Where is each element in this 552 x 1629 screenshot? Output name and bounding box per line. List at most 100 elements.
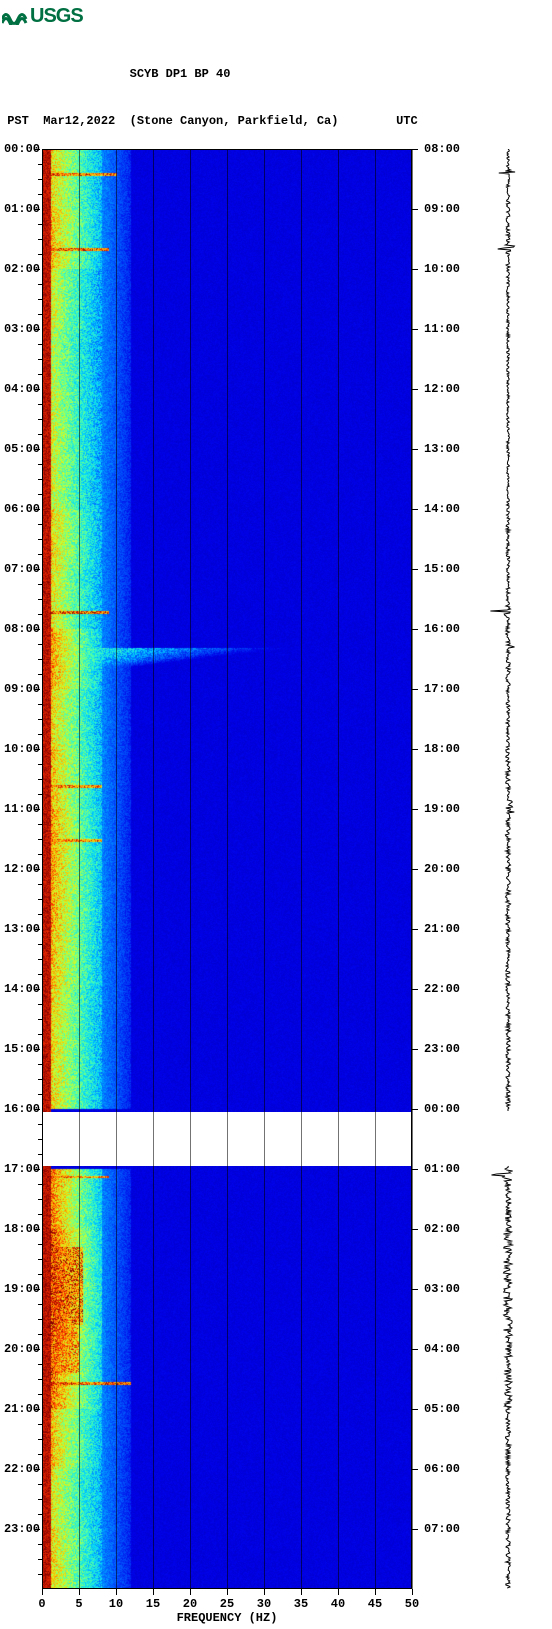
y-tick-minor bbox=[38, 494, 42, 495]
y-tick-minor bbox=[38, 704, 42, 705]
usgs-logo-text: USGS bbox=[30, 5, 83, 28]
y-tick-minor bbox=[38, 944, 42, 945]
y-tick-minor bbox=[38, 674, 42, 675]
utc-hour-label: 04:00 bbox=[424, 1342, 460, 1356]
x-tick bbox=[375, 1589, 376, 1595]
seismogram bbox=[470, 149, 546, 1589]
y-tick-minor bbox=[38, 1574, 42, 1575]
y-tick-major bbox=[34, 1409, 40, 1410]
y-tick-major bbox=[412, 1289, 418, 1290]
y-tick-minor bbox=[38, 1379, 42, 1380]
x-tick-label: 35 bbox=[294, 1597, 308, 1611]
y-tick-minor bbox=[38, 854, 42, 855]
utc-hour-label: 07:00 bbox=[424, 1522, 460, 1536]
y-tick-major bbox=[412, 1529, 418, 1530]
y-tick-minor bbox=[38, 539, 42, 540]
x-tick bbox=[116, 1589, 117, 1595]
x-tick-label: 25 bbox=[220, 1597, 234, 1611]
y-tick-minor bbox=[38, 179, 42, 180]
y-tick-major bbox=[412, 1469, 418, 1470]
y-tick-minor bbox=[38, 1124, 42, 1125]
y-tick-minor bbox=[38, 779, 42, 780]
y-tick-major bbox=[412, 689, 418, 690]
y-tick-major bbox=[34, 689, 40, 690]
utc-hour-label: 17:00 bbox=[424, 682, 460, 696]
y-tick-minor bbox=[38, 734, 42, 735]
utc-hour-label: 20:00 bbox=[424, 862, 460, 876]
utc-hour-label: 00:00 bbox=[424, 1102, 460, 1116]
y-tick-minor bbox=[38, 554, 42, 555]
y-tick-minor bbox=[38, 719, 42, 720]
y-tick-major bbox=[34, 389, 40, 390]
y-tick-major bbox=[34, 269, 40, 270]
utc-hour-label: 23:00 bbox=[424, 1042, 460, 1056]
y-tick-minor bbox=[38, 464, 42, 465]
y-tick-minor bbox=[38, 884, 42, 885]
y-tick-minor bbox=[38, 1394, 42, 1395]
y-tick-minor bbox=[38, 1319, 42, 1320]
plot-area: 00:0008:0001:0009:0002:0010:0003:0011:00… bbox=[0, 149, 552, 1629]
plot-header: SCYB DP1 BP 40 PST Mar12,2022 (Stone Can… bbox=[0, 28, 552, 145]
y-tick-major bbox=[34, 569, 40, 570]
x-tick-label: 10 bbox=[109, 1597, 123, 1611]
y-tick-major bbox=[412, 1169, 418, 1170]
y-tick-minor bbox=[38, 1424, 42, 1425]
y-tick-major bbox=[34, 1529, 40, 1530]
x-tick bbox=[153, 1589, 154, 1595]
y-tick-major bbox=[412, 929, 418, 930]
y-tick-minor bbox=[38, 524, 42, 525]
spectrogram-frame bbox=[42, 149, 412, 1589]
y-tick-major bbox=[34, 929, 40, 930]
y-tick-minor bbox=[38, 839, 42, 840]
y-tick-minor bbox=[38, 974, 42, 975]
utc-hour-label: 18:00 bbox=[424, 742, 460, 756]
utc-hour-label: 06:00 bbox=[424, 1462, 460, 1476]
y-tick-minor bbox=[38, 284, 42, 285]
y-tick-minor bbox=[38, 764, 42, 765]
utc-hour-label: 09:00 bbox=[424, 202, 460, 216]
y-tick-minor bbox=[38, 374, 42, 375]
y-tick-major bbox=[412, 1349, 418, 1350]
header-title: SCYB DP1 BP 40 bbox=[0, 67, 552, 83]
y-tick-minor bbox=[38, 899, 42, 900]
y-tick-major bbox=[412, 1049, 418, 1050]
y-tick-minor bbox=[38, 1094, 42, 1095]
y-tick-minor bbox=[38, 1439, 42, 1440]
y-tick-minor bbox=[38, 599, 42, 600]
y-tick-minor bbox=[38, 164, 42, 165]
y-tick-minor bbox=[38, 239, 42, 240]
spectrogram-segment-1 bbox=[42, 149, 412, 1112]
x-tick bbox=[227, 1589, 228, 1595]
utc-hour-label: 03:00 bbox=[424, 1282, 460, 1296]
y-tick-major bbox=[34, 149, 40, 150]
y-tick-major bbox=[412, 809, 418, 810]
y-tick-minor bbox=[38, 314, 42, 315]
y-tick-minor bbox=[38, 659, 42, 660]
utc-hour-label: 10:00 bbox=[424, 262, 460, 276]
y-tick-minor bbox=[38, 1139, 42, 1140]
y-tick-major bbox=[412, 329, 418, 330]
x-tick-label: 40 bbox=[331, 1597, 345, 1611]
y-tick-minor bbox=[38, 1079, 42, 1080]
x-tick bbox=[301, 1589, 302, 1595]
y-tick-minor bbox=[38, 1004, 42, 1005]
y-tick-minor bbox=[38, 1304, 42, 1305]
y-tick-major bbox=[412, 389, 418, 390]
data-gap bbox=[42, 1112, 412, 1166]
utc-hour-label: 05:00 bbox=[424, 1402, 460, 1416]
y-tick-major bbox=[34, 329, 40, 330]
y-tick-minor bbox=[38, 434, 42, 435]
y-tick-minor bbox=[38, 254, 42, 255]
y-tick-minor bbox=[38, 1214, 42, 1215]
y-tick-minor bbox=[38, 959, 42, 960]
y-tick-major bbox=[412, 989, 418, 990]
y-tick-major bbox=[34, 629, 40, 630]
spectrogram-segment-2 bbox=[42, 1166, 412, 1589]
y-tick-minor bbox=[38, 299, 42, 300]
utc-hour-label: 19:00 bbox=[424, 802, 460, 816]
y-tick-minor bbox=[38, 404, 42, 405]
utc-hour-label: 08:00 bbox=[424, 142, 460, 156]
y-tick-minor bbox=[38, 1259, 42, 1260]
seismogram-trace-2 bbox=[492, 1166, 513, 1588]
x-tick bbox=[264, 1589, 265, 1595]
